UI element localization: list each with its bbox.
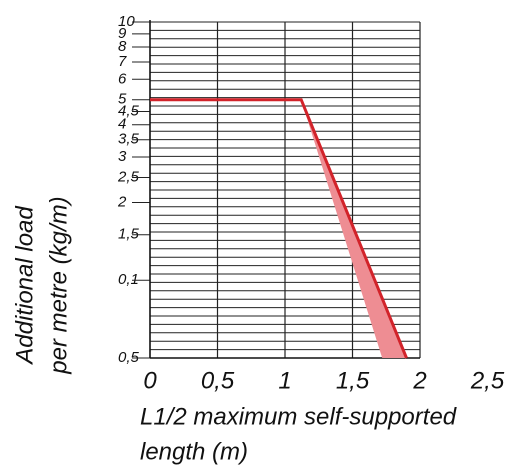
x-tick-label: 1,5: [336, 367, 370, 394]
y-tick-label: 10: [118, 13, 135, 30]
y-tick-label: 9: [118, 25, 127, 42]
y-axis-label: Additional load: [11, 206, 38, 366]
y-tick-label: 6: [118, 70, 127, 87]
x-tick-label: 2,5: [470, 367, 505, 394]
y-tick-label: 0,5: [118, 349, 140, 366]
y-tick-label: 0,1: [118, 271, 139, 288]
line: [150, 98, 408, 359]
x-tick-label: 0,5: [201, 367, 235, 394]
y-tick-label: 4,5: [118, 103, 140, 120]
y-tick-label: 1,5: [118, 226, 140, 243]
y-axis-label: per metre (kg/m): [45, 196, 72, 374]
y-tick-label: 8: [118, 38, 127, 55]
y-tick-label: 2: [117, 193, 127, 210]
x-tick-label: 1: [278, 367, 291, 394]
x-axis-label: length (m): [140, 438, 248, 465]
y-tick-label: 4: [118, 116, 126, 133]
y-tick-label: 3,5: [118, 131, 140, 148]
x-tick-label: 2: [412, 367, 426, 394]
y-tick-label: 3: [118, 148, 127, 165]
y-tick-label: 2,5: [117, 168, 140, 185]
x-axis-label: L1/2 maximum self-supported: [140, 403, 457, 430]
x-tick-label: 0: [143, 367, 157, 394]
y-tick-label: 7: [118, 53, 127, 70]
y-tick-label: 5: [118, 91, 127, 108]
